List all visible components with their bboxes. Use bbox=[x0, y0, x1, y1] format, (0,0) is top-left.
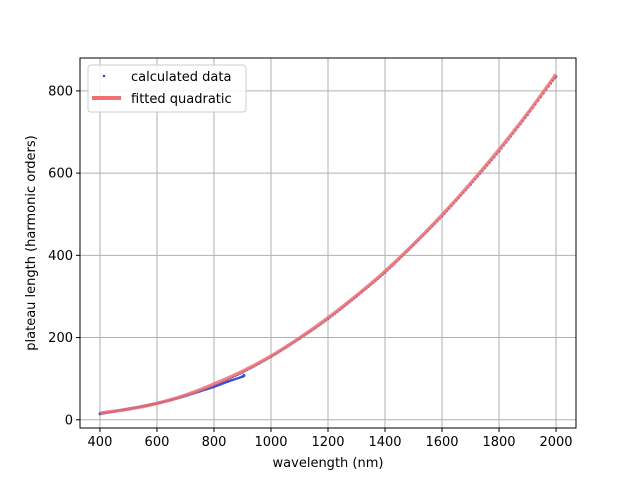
x-tick-label: 1600 bbox=[425, 435, 458, 450]
legend: calculated data fitted quadratic bbox=[87, 64, 247, 113]
grid bbox=[80, 58, 576, 428]
x-tick-label: 400 bbox=[88, 435, 113, 450]
y-axis-label: plateau length (harmonic orders) bbox=[24, 135, 39, 350]
y-tick-label: 400 bbox=[48, 249, 73, 264]
x-tick-label: 1400 bbox=[368, 435, 401, 450]
series-fitted-quadratic bbox=[99, 73, 558, 415]
y-tick-label: 800 bbox=[48, 84, 73, 99]
legend-box bbox=[87, 64, 247, 113]
x-tick-label: 2000 bbox=[539, 435, 572, 450]
x-tick-label: 1000 bbox=[254, 435, 287, 450]
x-axis-label: wavelength (nm) bbox=[273, 456, 384, 471]
y-axis-ticks: 0 200 400 600 800 bbox=[48, 84, 80, 428]
legend-marker-calculated-data bbox=[102, 74, 106, 78]
x-tick-label: 800 bbox=[202, 435, 227, 450]
legend-label-calculated-data: calculated data bbox=[131, 70, 231, 85]
y-tick-label: 600 bbox=[48, 167, 73, 182]
x-tick-label: 1200 bbox=[311, 435, 344, 450]
legend-label-fitted-quadratic: fitted quadratic bbox=[131, 92, 232, 107]
y-tick-label: 200 bbox=[48, 331, 73, 346]
x-axis-ticks: 400 600 800 1000 1200 1400 1600 1800 2000 bbox=[88, 428, 573, 450]
data-point bbox=[242, 374, 246, 377]
x-tick-label: 1800 bbox=[482, 435, 515, 450]
series-layer bbox=[98, 73, 558, 416]
x-tick-label: 600 bbox=[145, 435, 170, 450]
y-tick-label: 0 bbox=[65, 413, 73, 428]
